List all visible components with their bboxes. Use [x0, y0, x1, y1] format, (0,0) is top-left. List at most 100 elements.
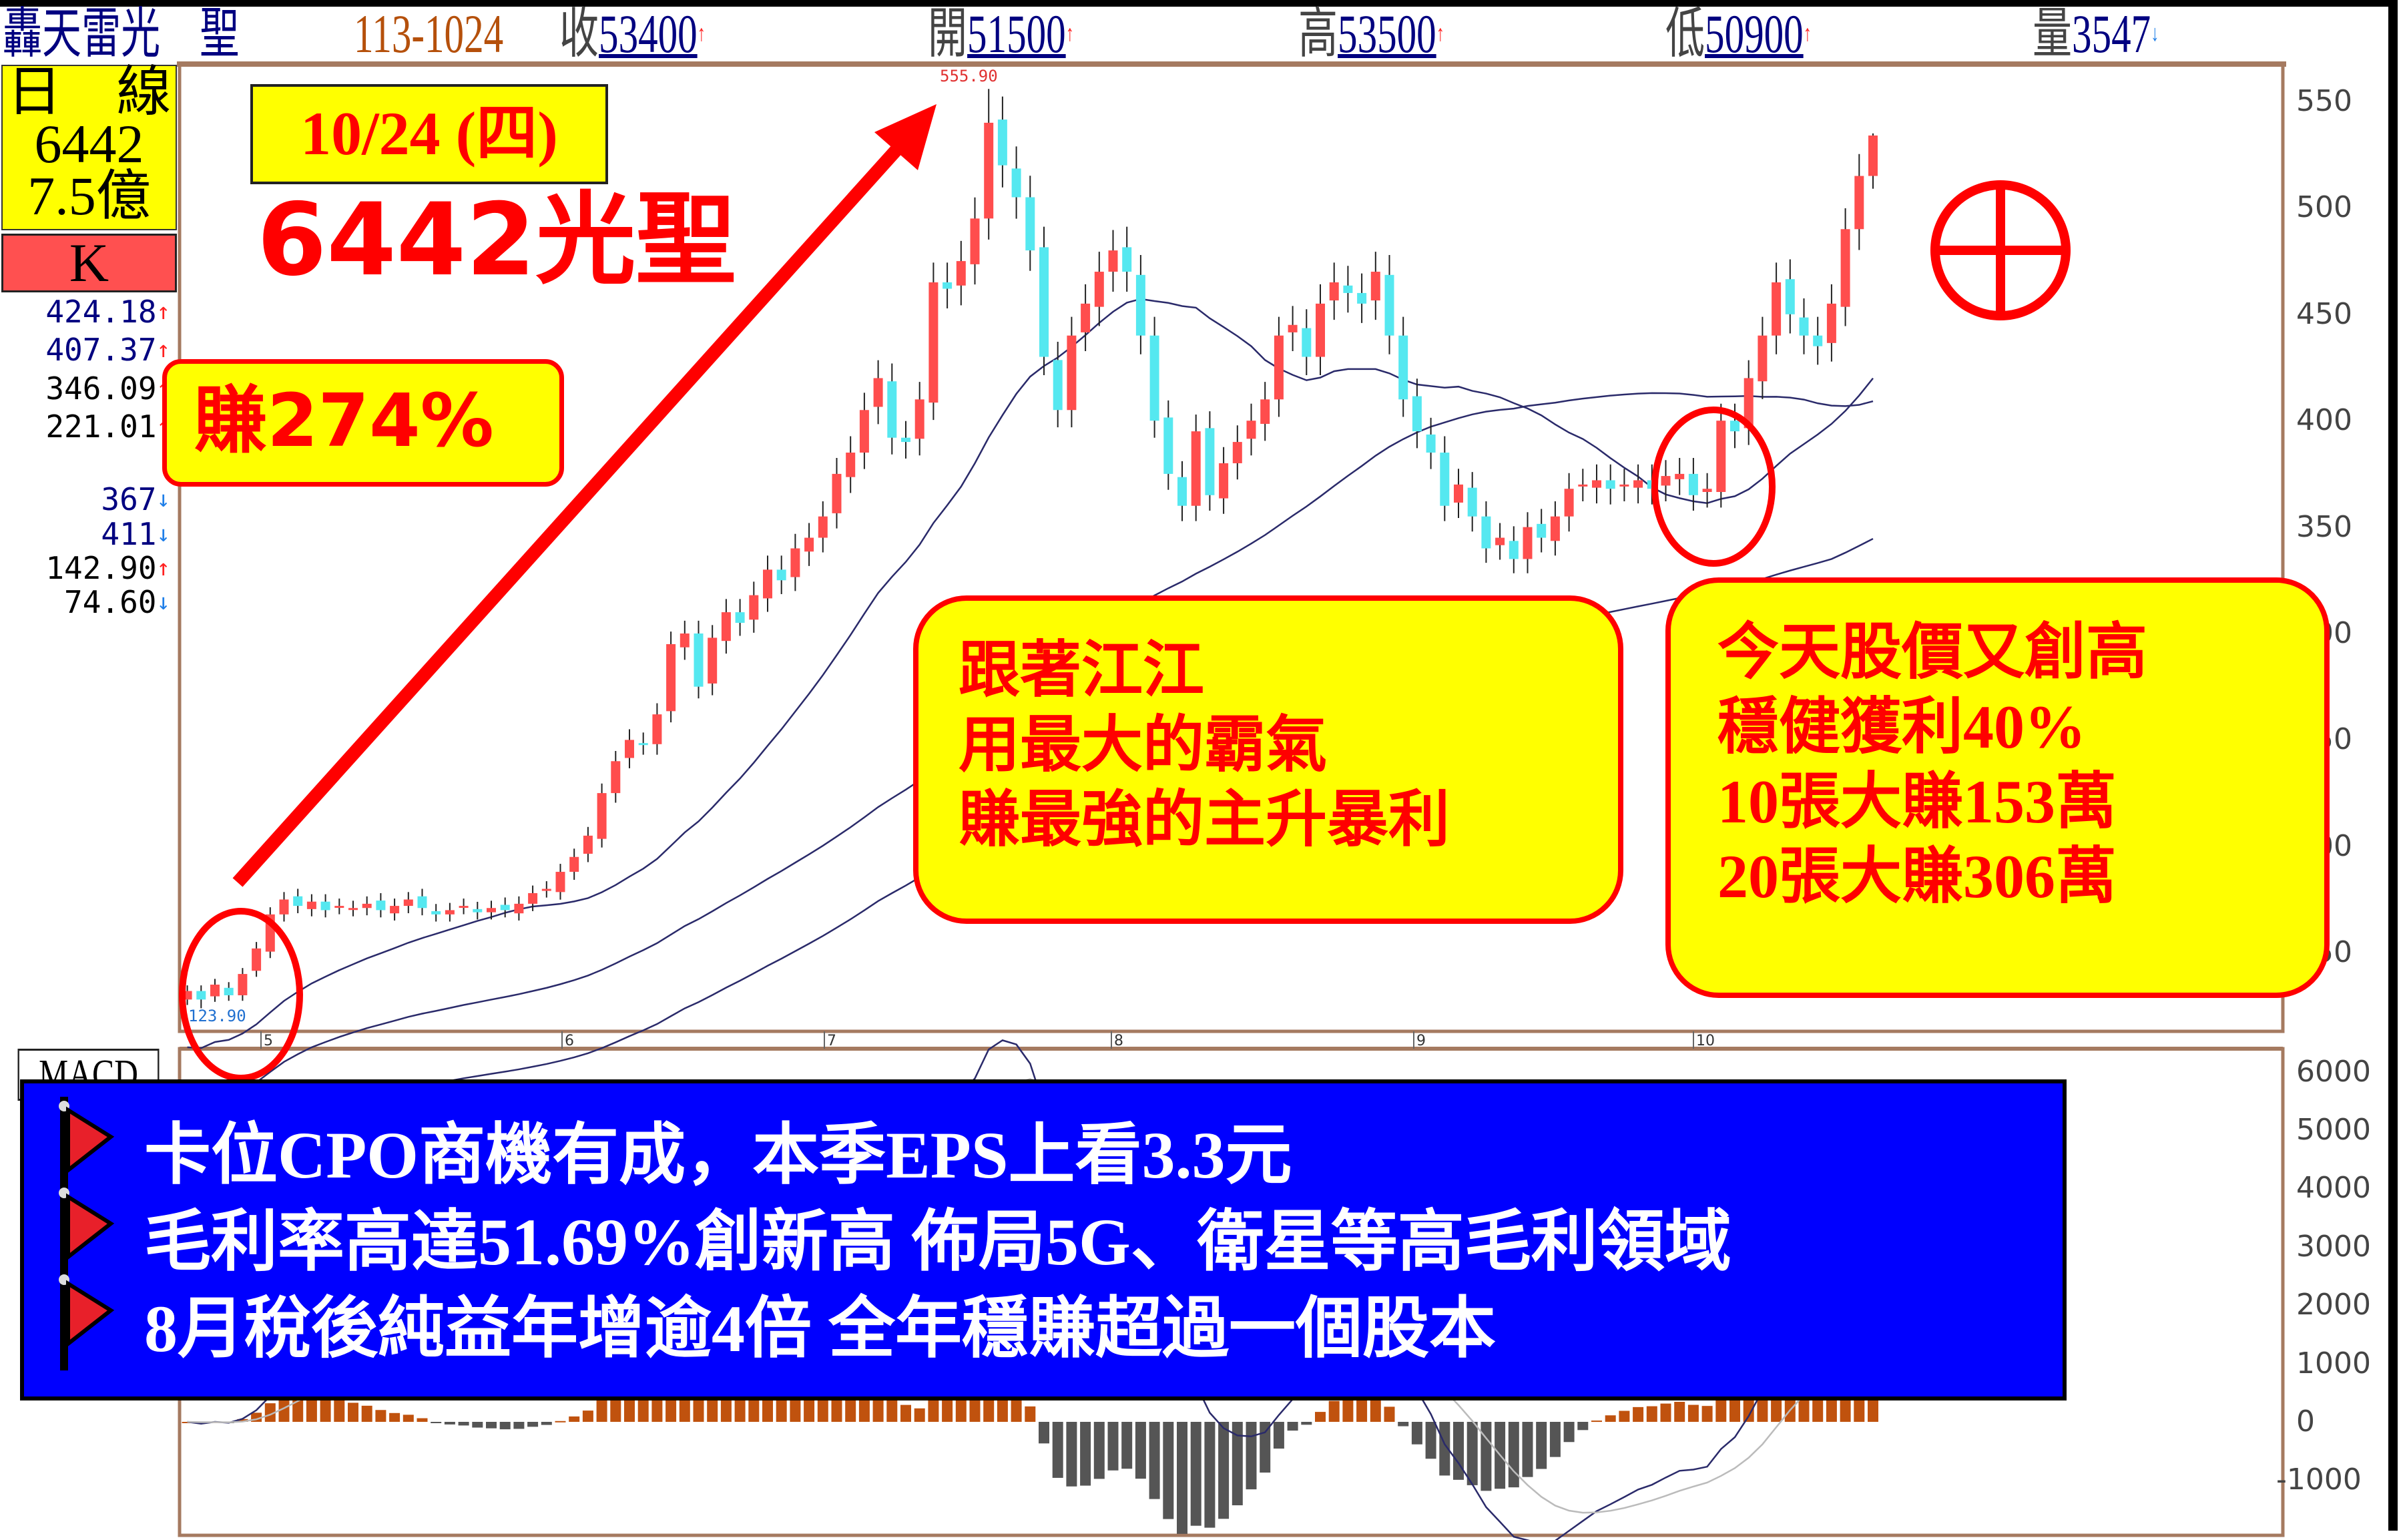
macd-bar: [555, 1421, 566, 1423]
macd-bar: [1177, 1422, 1187, 1534]
candle-body: [846, 453, 856, 477]
macd-bar: [444, 1422, 455, 1425]
indicator-value: 407.37↑: [45, 333, 170, 366]
macd-bar: [334, 1398, 345, 1422]
macd-bar: [1687, 1404, 1699, 1422]
macd-bar: [1536, 1422, 1547, 1469]
macd-bar: [1370, 1395, 1381, 1422]
candle-body: [583, 835, 593, 854]
candle-body: [514, 903, 524, 914]
candle-body: [320, 901, 330, 911]
candle-body: [763, 569, 772, 599]
candle-body: [1454, 484, 1463, 503]
candle-body: [1564, 489, 1574, 517]
turnover: 7.5億: [27, 166, 151, 226]
arrow-down-icon: ↓: [2151, 21, 2159, 46]
chart-mode-button[interactable]: K: [1, 234, 177, 292]
price-panel-border: [178, 63, 2285, 1033]
candle-body: [1343, 285, 1353, 293]
candle-body: [708, 637, 718, 684]
candle-body: [1011, 168, 1021, 198]
low-price-label: 123.90: [188, 1007, 246, 1025]
flag-icon: [59, 1184, 115, 1284]
candle-body: [721, 612, 731, 641]
stock-name[interactable]: 轟天雷光 聖: [3, 3, 240, 64]
bubble-line: 用最大的霸氣: [959, 709, 1328, 780]
bubble-line: 10張大賺153萬: [1717, 768, 2117, 836]
high-price-label: 555.90: [940, 67, 998, 85]
candle-body: [1440, 453, 1450, 506]
candle-body: [1219, 463, 1229, 499]
candle-body: [1772, 282, 1782, 336]
news-line: 卡位CPO商機有成，本季EPS上看3.3元: [144, 1118, 1292, 1192]
macd-bar: [1121, 1422, 1133, 1469]
candle-body: [680, 633, 690, 648]
macd-bar: [596, 1400, 607, 1422]
candle-body: [1826, 303, 1836, 343]
stock-title: 6442光聖: [257, 182, 736, 298]
gain-badge: 賺274%: [162, 359, 564, 487]
candle-body: [224, 987, 234, 995]
bubble-line: 20張大賺306萬: [1717, 842, 2117, 911]
promo-bubble: 跟著江江 用最大的霸氣 賺最強的主升暴利: [913, 595, 1623, 924]
macd-bar: [1674, 1401, 1685, 1422]
high-label: 高: [1298, 3, 1338, 64]
macd-bar: [458, 1422, 469, 1426]
macd-bar: [1619, 1410, 1630, 1422]
indicator-value: 142.90↑: [45, 551, 170, 585]
arrow-down-icon: ↓: [156, 589, 170, 615]
candle-body: [1813, 335, 1823, 346]
date-badge: 10/24 (四): [250, 84, 608, 184]
macd-bar: [817, 1396, 828, 1422]
news-line: 8月稅後純益年增逾4倍 全年穩賺超過一個股本: [144, 1292, 1496, 1366]
indicator-value-text: 367: [101, 481, 157, 517]
price-tick-label: 500: [2296, 190, 2352, 225]
high-quote: 高53500↑: [1298, 5, 1444, 62]
macd-bar: [1508, 1422, 1519, 1488]
macd-bar: [1384, 1406, 1395, 1422]
candle-body: [1274, 335, 1284, 400]
candle-body: [625, 740, 634, 758]
macd-bar: [1398, 1422, 1409, 1427]
candle-body: [956, 261, 966, 286]
indicator-value-text: 346.09: [45, 370, 157, 407]
candle-body: [431, 911, 441, 915]
candle-body: [1232, 442, 1242, 463]
candle-body: [279, 899, 289, 915]
macd-bar: [1301, 1422, 1312, 1425]
candle-body: [1067, 335, 1077, 411]
candle-body: [390, 906, 400, 914]
macd-histogram: [182, 1039, 1878, 1540]
macd-bar: [264, 1403, 276, 1422]
macd-bar: [1260, 1422, 1271, 1473]
macd-bar: [375, 1410, 386, 1422]
macd-bar: [1715, 1394, 1727, 1422]
period-box[interactable]: 日 線 6442 7.5億: [1, 65, 177, 230]
candle-body: [1854, 176, 1864, 230]
candle-body: [403, 899, 413, 907]
macd-bar: [1093, 1422, 1105, 1479]
candle-body: [1412, 396, 1422, 432]
indicator-value-text: 142.90: [45, 550, 157, 586]
candle-body: [1702, 489, 1712, 492]
candle-body: [997, 119, 1007, 166]
macd-tick-label: -1000: [2276, 1463, 2362, 1497]
volume-label: 量: [2033, 3, 2073, 64]
macd-bar: [1701, 1406, 1713, 1422]
candle-body: [749, 595, 759, 620]
candle-body: [417, 896, 427, 909]
arrow-up-icon: ↑: [1436, 21, 1444, 46]
macd-bar: [1342, 1397, 1354, 1422]
candle-body: [1135, 274, 1145, 336]
macd-bar: [1646, 1406, 1657, 1422]
price-tick-label: 350: [2296, 509, 2352, 544]
macd-bar: [1287, 1422, 1298, 1431]
bubble-line: 賺最強的主升暴利: [959, 784, 1450, 855]
macd-bar: [1246, 1422, 1257, 1490]
macd-bar: [1315, 1412, 1326, 1422]
candle-body: [859, 410, 869, 453]
candle-body: [901, 437, 910, 443]
bubble-line: 跟著江江: [959, 634, 1205, 706]
macd-bar: [1660, 1403, 1671, 1422]
candle-body: [1537, 523, 1547, 538]
